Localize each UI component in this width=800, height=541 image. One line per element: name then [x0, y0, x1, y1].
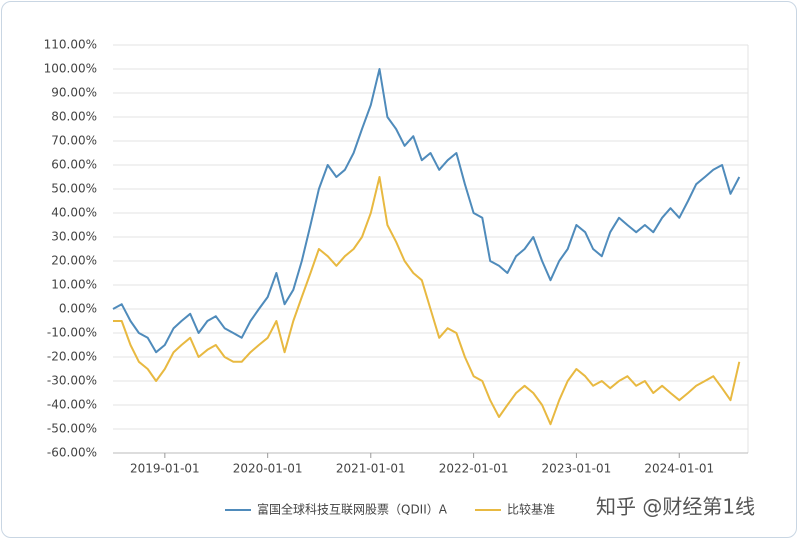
y-tick-label: 50.00% — [51, 182, 97, 196]
y-tick-label: 60.00% — [51, 158, 97, 172]
legend-label: 富国全球科技互联网股票（QDII）A — [257, 502, 448, 517]
y-tick-label: 90.00% — [51, 86, 97, 100]
y-tick-label: 10.00% — [51, 278, 97, 292]
x-tick-label: 2021-01-01 — [336, 462, 406, 476]
series-line — [112, 68, 741, 354]
y-tick-label: -50.00% — [47, 422, 97, 436]
y-tick-label: -20.00% — [47, 350, 97, 364]
legend-label: 比较基准 — [507, 502, 555, 517]
y-tick-label: 40.00% — [51, 206, 97, 220]
y-tick-label: 70.00% — [51, 134, 97, 148]
series-line — [113, 176, 741, 426]
watermark: 知乎 @财经第1线 — [596, 495, 755, 519]
x-tick-label: 2020-01-01 — [233, 462, 303, 476]
x-tick-label: 2022-01-01 — [439, 462, 509, 476]
x-tick-label: 2023-01-01 — [542, 462, 612, 476]
y-tick-label: -30.00% — [47, 374, 97, 388]
y-tick-label: 30.00% — [51, 230, 97, 244]
x-tick-label: 2024-01-01 — [644, 462, 714, 476]
y-tick-label: -10.00% — [47, 326, 97, 340]
y-tick-label: -60.00% — [47, 446, 97, 460]
y-tick-label: -40.00% — [47, 398, 97, 412]
y-tick-label: 100.00% — [44, 62, 97, 76]
y-tick-label: 0.00% — [59, 302, 97, 316]
x-tick-label: 2019-01-01 — [130, 462, 200, 476]
y-tick-label: 110.00% — [44, 38, 97, 52]
y-tick-label: 20.00% — [51, 254, 97, 268]
y-tick-label: 80.00% — [51, 110, 97, 124]
